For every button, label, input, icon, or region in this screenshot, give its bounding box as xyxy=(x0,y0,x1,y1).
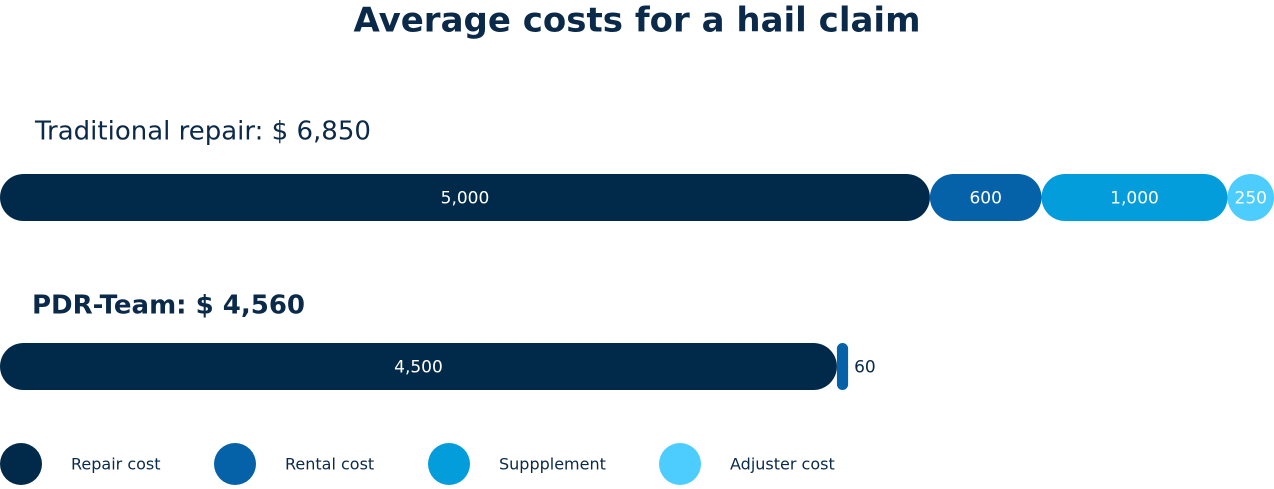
bar-segment xyxy=(836,343,849,390)
legend-label: Repair cost xyxy=(71,455,161,474)
value-label: 60 xyxy=(854,358,876,378)
legend-swatch xyxy=(0,443,42,485)
bar-segment xyxy=(1227,174,1274,221)
value-label: 5,000 xyxy=(441,189,490,209)
category-label: Traditional repair: $ 6,850 xyxy=(34,117,371,147)
legend-swatch xyxy=(428,443,470,485)
legend-label: Rental cost xyxy=(285,455,374,474)
chart-title: Average costs for a hail claim xyxy=(353,1,920,41)
legend-label: Suppplement xyxy=(499,455,606,474)
value-label: 250 xyxy=(1235,189,1267,209)
value-label: 4,500 xyxy=(394,358,443,378)
category-label: PDR-Team: $ 4,560 xyxy=(32,291,305,321)
value-label: 1,000 xyxy=(1110,189,1159,209)
bar-segment xyxy=(1041,174,1228,221)
bar-segment xyxy=(0,174,930,221)
value-label: 600 xyxy=(969,189,1001,209)
legend-swatch xyxy=(214,443,256,485)
legend-label: Adjuster cost xyxy=(730,455,835,474)
bar-segment xyxy=(929,174,1042,221)
bar-segment xyxy=(0,343,837,390)
legend-swatch xyxy=(659,443,701,485)
